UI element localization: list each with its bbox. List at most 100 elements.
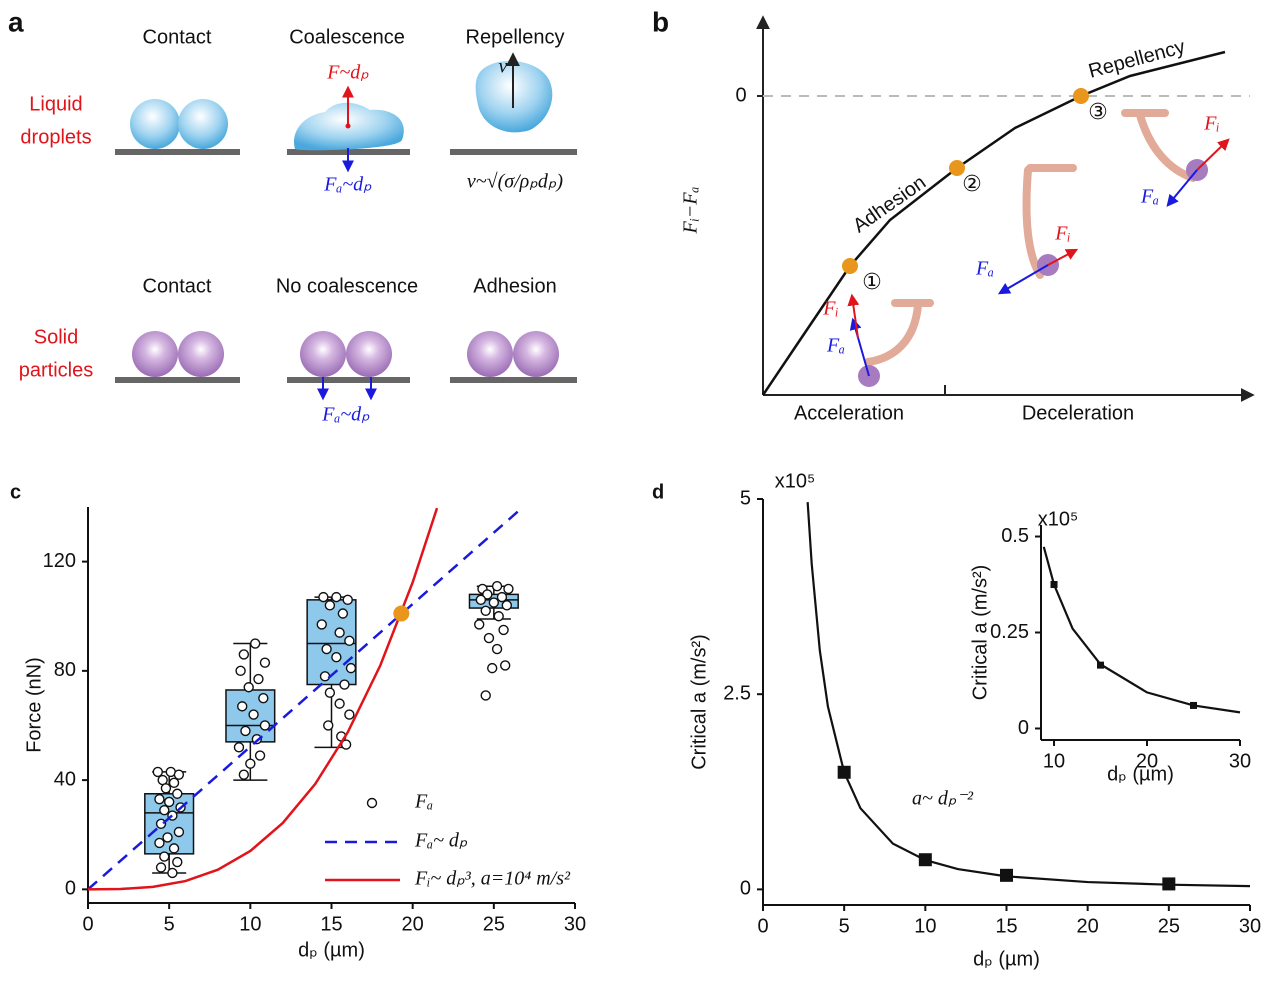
scatter-point [474,619,485,630]
x-tick-label: 0 [757,915,768,937]
scatter-point [487,662,498,674]
point [842,258,858,274]
x-axis-label: dₚ (µm) [1107,763,1174,785]
scatter-point [491,643,503,655]
marker [1097,661,1105,669]
y-tick-label: 40 [54,768,76,790]
x-tick-label: 25 [1158,915,1180,937]
scatter-point [235,665,246,677]
scatter-point [168,777,180,789]
multiplier-label: x10⁵ [1038,508,1079,530]
scatter-point [475,594,487,606]
multiplier-label: x10⁵ [775,470,816,492]
panel-a: a Contact Coalescence Repellency Liquid … [8,6,577,426]
scatter-point [173,769,185,780]
scatter-point [344,709,355,720]
legend-label: Fᵢ~ dₚ³, a=10⁴ m/s² [414,868,571,890]
column-header: Contact [143,275,212,297]
force-label: Fᵢ [822,298,838,320]
scatter-point [238,769,250,780]
particle [467,331,513,377]
marker [1190,701,1198,709]
droplet [178,99,228,149]
x-tick-label: 20 [1077,915,1099,937]
marker [1050,581,1058,589]
force-label: Fₐ [1140,186,1159,208]
x-tick-label: 5 [164,913,175,935]
panel-b: b 0 Fᵢ−Fₐ ① ② ③ Adhesion Repellency Acce… [652,6,1255,424]
row-label: Solid [34,326,78,348]
curve-label: Adhesion [849,171,930,237]
dot [345,123,351,129]
scatter-point [316,619,327,630]
scatter-point [337,608,349,619]
velocity-scaling: v~√(σ/ρₚdₚ) [467,171,563,193]
highlight-point [393,605,410,622]
y-tick-label: 120 [43,550,76,572]
force-label: Fₐ [975,258,994,280]
panel-label: a [8,6,24,37]
row-label: droplets [20,126,91,148]
x-axis-label: dₚ (µm) [298,939,365,961]
annotation: a~ dₚ⁻² [912,788,974,810]
scatter-point [342,594,353,606]
y-axis-label: Force (nN) [23,657,45,753]
x-tick-label: 20 [1136,750,1158,772]
line [87,507,439,891]
column-header: Contact [143,26,212,48]
scatter-point [339,679,350,690]
scatter-point [323,720,334,731]
column-header: Repellency [466,26,565,48]
scatter-point [240,725,251,737]
marker [1000,868,1013,882]
force-label: Fᵢ [1054,223,1070,245]
marker-label: ② [962,172,982,197]
scatter-point [250,638,261,649]
x-tick-label: 25 [483,913,505,935]
y-tick-label: 5 [740,487,751,509]
force-label: Fᵢ [1203,113,1219,135]
panel-label: b [652,6,669,37]
stage-label: Deceleration [1022,402,1134,424]
scatter-point [321,643,332,655]
x-tick-label: 20 [402,913,424,935]
scatter-point [168,843,180,854]
particle [300,331,346,377]
scatter-point [318,591,329,603]
legend-label: Fₐ~ dₚ [414,830,468,852]
y-tick-label: 0.5 [1001,525,1029,547]
x-tick-label: 15 [995,915,1017,937]
scatter-point [331,591,342,603]
x-tick-label: 10 [914,915,936,937]
scatter-point [324,600,336,611]
curve-label: Repellency [1086,36,1187,83]
x-tick-label: 15 [320,913,342,935]
x-tick-label: 10 [239,913,261,935]
marker-label: ① [862,270,882,295]
marker [918,853,932,867]
y-tick-label: 0 [740,878,751,900]
scatter-point [491,581,503,592]
force-label: F~dₚ [326,62,369,84]
scatter-point [172,788,183,799]
line [87,506,524,891]
scatter-point [480,605,491,616]
scatter-point [163,796,175,808]
fiber-sketch [1121,109,1230,207]
x-tick-label: 30 [564,913,586,935]
y-tick-label: 0.25 [990,621,1029,643]
particle [513,331,559,377]
y-tick-label: 80 [54,659,76,681]
panel-label: d [652,481,664,503]
fiber-sketch [847,293,934,387]
curve [806,502,1251,888]
scatter-point [155,862,167,873]
scatter-point [482,589,493,600]
point [1073,88,1089,104]
row-label: Liquid [29,93,82,115]
scatter-point [160,783,172,794]
scatter-point [503,583,514,595]
y-tick-label: 0 [65,878,76,900]
